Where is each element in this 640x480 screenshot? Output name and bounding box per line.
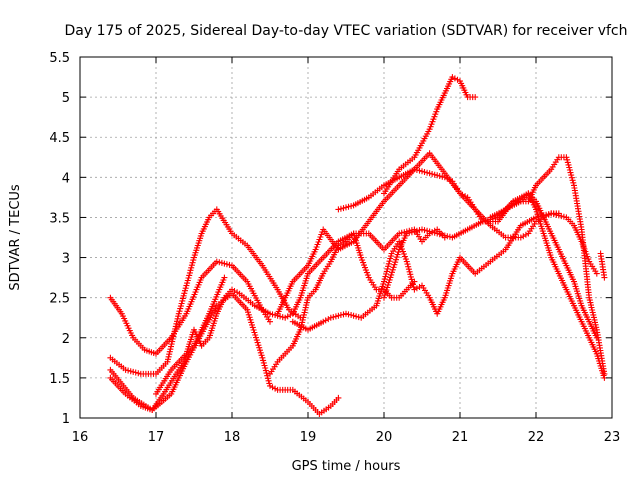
x-axis-title: GPS time / hours: [292, 459, 401, 474]
series-track-4: [107, 290, 342, 417]
x-tick-label: 21: [452, 430, 469, 445]
x-tick-label: 23: [604, 430, 621, 445]
x-tick-label: 19: [300, 430, 317, 445]
series-track-11: [381, 154, 608, 377]
y-tick-label: 2: [62, 332, 70, 347]
series-track-6: [267, 230, 418, 377]
data-points-track-2: [107, 206, 304, 377]
data-points-track-13: [597, 250, 608, 281]
tick-labels: 16 17 18 19 20 21 22 23 1 1.5 2 2.5 3 3.5 4 4.5 5 5.5: [49, 51, 620, 445]
y-tick-label: 3: [62, 252, 70, 267]
y-tick-label: 4: [62, 171, 70, 186]
data-points-track-7: [274, 150, 562, 317]
data-points-track-12: [487, 190, 608, 381]
data-points-track-10: [381, 74, 479, 197]
y-axis-title: SDTVAR / TECUs: [8, 184, 23, 291]
x-tick-label: 17: [148, 430, 165, 445]
series-track-8: [289, 210, 600, 333]
series-track-12: [487, 190, 608, 381]
data-points-track-9: [335, 166, 600, 341]
y-tick-label: 5: [62, 91, 70, 106]
y-tick-label: 3.5: [49, 211, 70, 226]
data-series: [107, 74, 608, 417]
chart-title: Day 175 of 2025, Sidereal Day-to-day VTE…: [64, 23, 627, 39]
y-tick-label: 4.5: [49, 131, 70, 146]
grid-lines: [80, 57, 612, 418]
series-track-9: [335, 166, 600, 341]
data-points-track-8: [289, 210, 600, 333]
data-points-track-1: [107, 258, 273, 357]
y-tick-label: 1.5: [49, 372, 70, 387]
x-tick-label: 18: [224, 430, 241, 445]
data-points-track-6: [267, 230, 418, 377]
x-tick-label: 16: [72, 430, 89, 445]
y-tick-label: 1: [62, 412, 70, 427]
data-points-track-4: [107, 290, 342, 417]
data-points-track-11: [381, 154, 608, 377]
series-track-10: [381, 74, 479, 197]
y-tick-label: 5.5: [49, 51, 70, 66]
series-track-2: [107, 206, 304, 377]
series-track-7: [274, 150, 562, 317]
x-tick-label: 22: [528, 430, 545, 445]
x-tick-label: 20: [376, 430, 393, 445]
axis-ticks: [79, 56, 613, 419]
y-tick-label: 2.5: [49, 292, 70, 307]
series-track-1: [107, 258, 273, 357]
series-track-13: [597, 250, 608, 281]
plot-frame: [79, 56, 613, 419]
